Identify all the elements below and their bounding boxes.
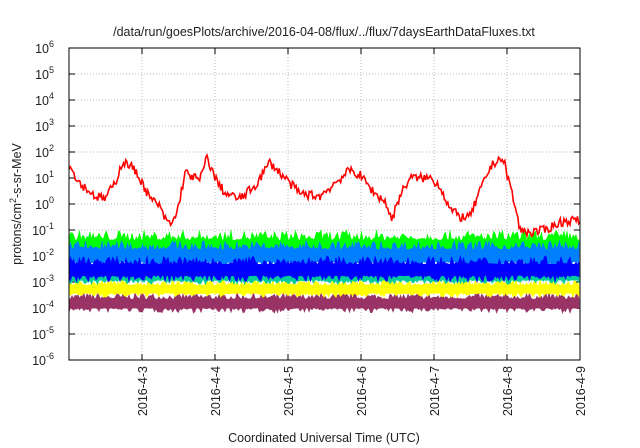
y-tick-label: 106 <box>35 39 54 56</box>
y-tick-label: 10-5 <box>32 325 54 342</box>
y-tick-label: 10-2 <box>32 247 54 264</box>
y-tick-label: 101 <box>35 169 54 186</box>
x-tick-label: 2016-4-7 <box>428 366 442 416</box>
x-axis-label: Coordinated Universal Time (UTC) <box>228 431 420 445</box>
y-tick-label: 10-4 <box>32 299 54 316</box>
x-tick-label: 2016-4-8 <box>501 366 515 416</box>
y-tick-label: 102 <box>35 143 54 160</box>
x-tick-label: 2016-4-9 <box>574 366 588 416</box>
y-tick-labels: 106 105 104 103 102 101 100 10-1 10-2 10-3 10-4 10-… <box>32 39 54 368</box>
channel-yellow-series <box>69 278 580 299</box>
series-group <box>69 153 580 315</box>
x-tick-label: 2016-4-3 <box>136 366 150 416</box>
channel-blue-series <box>69 254 580 284</box>
x-tick-label: 2016-4-4 <box>209 366 223 416</box>
y-tick-label: 103 <box>35 117 54 134</box>
y-tick-label: 104 <box>35 91 54 108</box>
grid <box>69 47 581 361</box>
y-tick-label: 10-6 <box>32 351 54 368</box>
y-axis-label: protons/cm2-s-sr-MeV <box>8 142 24 264</box>
y-tick-label: 10-3 <box>32 273 54 290</box>
y-tick-label: 10-1 <box>32 221 54 238</box>
x-tick-label: 2016-4-6 <box>355 366 369 416</box>
chart-title: /data/run/goesPlots/archive/2016-04-08/f… <box>113 25 535 39</box>
y-tick-label: 100 <box>35 195 54 212</box>
plot-frame <box>68 47 581 361</box>
x-tick-labels: 2016-4-3 2016-4-4 2016-4-5 2016-4-6 2016-4-7… <box>136 366 588 416</box>
y-tick-label: 105 <box>35 65 54 82</box>
x-tick-label: 2016-4-5 <box>282 366 296 416</box>
channel-red-series <box>69 153 580 239</box>
